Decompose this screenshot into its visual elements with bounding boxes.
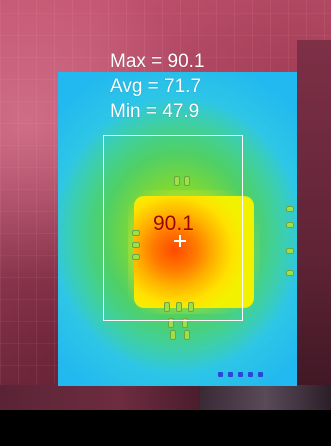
chip-pin [174,176,180,186]
chip-pin [168,318,174,328]
component-dot [228,372,233,377]
hotspot-temperature-label: 90.1 [153,212,194,235]
chip-pin [132,254,140,260]
component-dot [238,372,243,377]
board-lower-left-region [0,385,200,410]
min-temperature-label: Min = 47.9 [110,101,200,122]
chip-pin [132,242,140,248]
chip-pin [164,302,170,312]
chip-pin [188,302,194,312]
component-dot [248,372,253,377]
crosshair-icon [174,235,186,247]
chip-pin [184,330,190,340]
component-dots-row [218,368,288,378]
chip-pin [170,330,176,340]
chip-pin [286,248,294,254]
component-dot [258,372,263,377]
board-lower-components [200,385,331,410]
bottom-black-bar [0,410,331,446]
thermal-hotspot-chip [134,196,254,308]
chip-pin [286,222,294,228]
chip-pin [286,270,294,276]
chip-pin [132,230,140,236]
chip-pin [182,318,188,328]
avg-temperature-label: Avg = 71.7 [110,76,202,97]
chip-pin [184,176,190,186]
chip-pin [286,206,294,212]
board-right-edge [297,40,331,410]
component-dot [218,372,223,377]
measurement-roi-box [103,135,243,321]
max-temperature-label: Max = 90.1 [110,51,205,72]
chip-pin [176,302,182,312]
thermal-overlay-area [58,72,297,386]
